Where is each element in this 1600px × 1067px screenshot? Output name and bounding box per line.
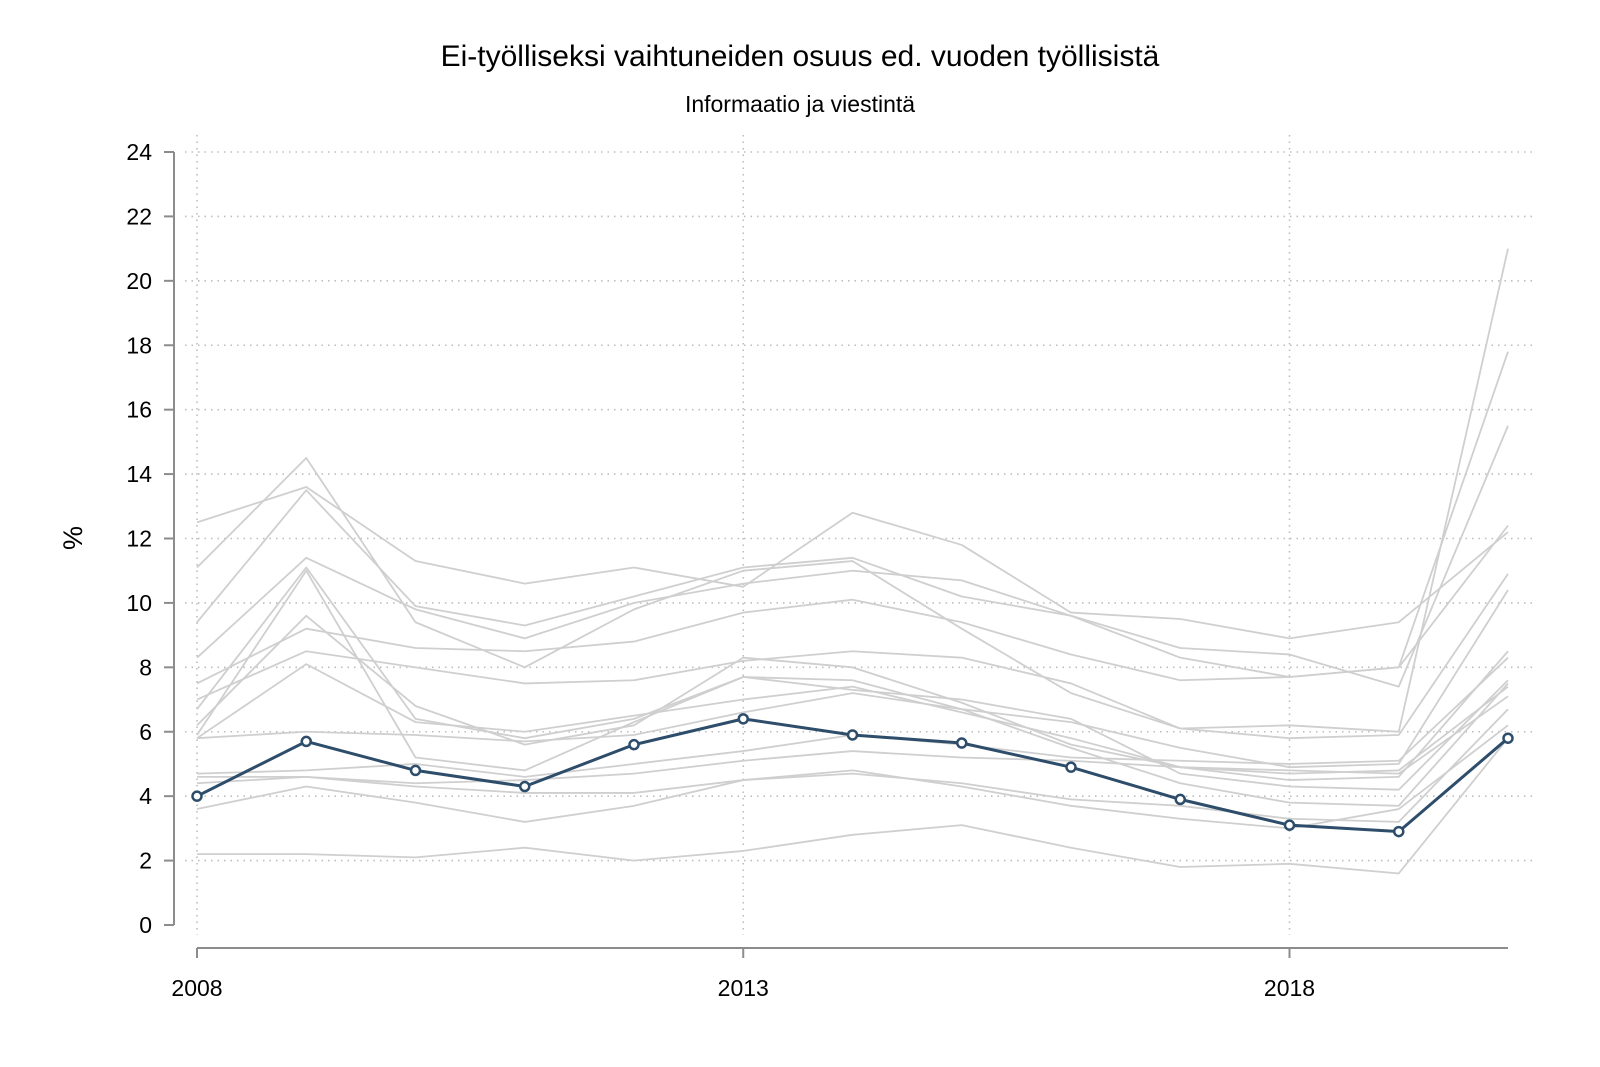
gridlines (185, 135, 1535, 935)
x-tick-label: 2018 (1264, 975, 1315, 1001)
y-tick-label: 2 (139, 848, 152, 874)
highlight-point (628, 738, 640, 751)
highlight-point (300, 735, 312, 748)
highlight-point (1283, 819, 1296, 831)
y-tick-label: 10 (126, 590, 152, 616)
highlight-series-group (191, 713, 1514, 838)
y-tick-label: 6 (139, 719, 152, 745)
highlight-point (846, 729, 859, 741)
x-tick-label: 2008 (171, 975, 222, 1001)
highlight-point (1393, 825, 1405, 838)
y-tick-label: 22 (126, 203, 152, 229)
chart-title: Ei-työlliseksi vaihtuneiden osuus ed. vu… (440, 40, 1160, 73)
background-series-line (196, 708, 1509, 823)
y-tick-label: 20 (126, 268, 152, 294)
background-series-line (196, 663, 1509, 775)
background-series-line (196, 682, 1509, 807)
x-tick-label: 2013 (718, 975, 769, 1001)
highlight-point (1174, 793, 1186, 806)
y-axis-title: % (58, 526, 88, 550)
background-series-line (196, 486, 1509, 640)
highlight-point (519, 780, 531, 793)
highlight-point (409, 764, 422, 777)
chart-subtitle: Informaatio ja viestintä (684, 91, 916, 117)
background-series-line (196, 569, 1509, 791)
highlight-point (737, 713, 749, 725)
background-series-line (197, 695, 1509, 785)
y-tick-label: 12 (126, 526, 152, 552)
background-series-line (196, 425, 1509, 688)
background-series-line (196, 351, 1509, 678)
background-series-group (196, 248, 1509, 875)
highlight-point (956, 737, 968, 749)
y-tick-label: 16 (126, 397, 152, 423)
background-series-line (197, 737, 1509, 875)
highlight-point (1065, 761, 1077, 773)
background-series-line (196, 724, 1509, 830)
background-series-line (196, 248, 1509, 733)
y-tick-label: 4 (139, 783, 152, 809)
y-tick-label: 14 (126, 461, 152, 487)
background-series-line (196, 525, 1509, 685)
y-tick-label: 24 (126, 139, 152, 165)
y-tick-label: 18 (126, 332, 152, 358)
background-series-line (196, 614, 1509, 781)
highlight-point (191, 790, 203, 802)
background-series-line (196, 573, 1509, 740)
y-tick-label: 0 (139, 912, 152, 938)
background-series-line (196, 566, 1509, 769)
highlight-point (1502, 732, 1514, 744)
y-tick-label: 8 (139, 654, 152, 680)
